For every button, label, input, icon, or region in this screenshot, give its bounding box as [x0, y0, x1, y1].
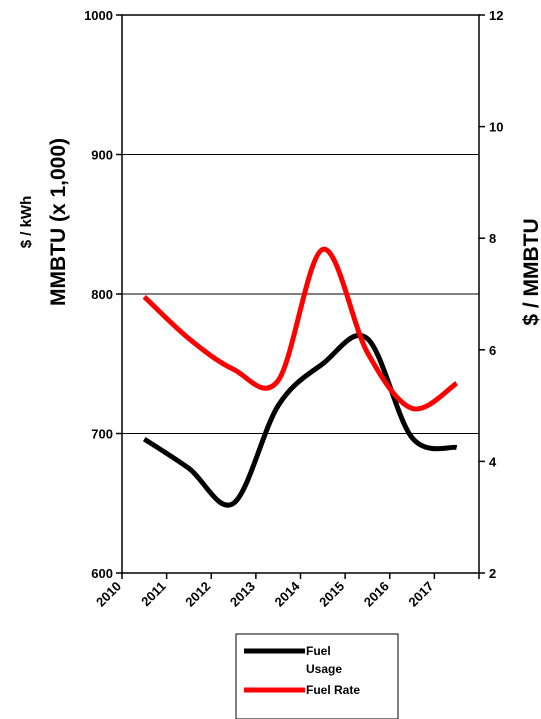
x-axis-tick-label: 2010: [93, 579, 124, 610]
x-axis-tick-label: 2012: [182, 579, 213, 610]
legend-box: [235, 633, 399, 719]
right-axis-tick-label: 4: [489, 454, 497, 469]
left-axis: 600 700 800 900 1000: [84, 8, 122, 581]
left-axis-tick-label: 900: [91, 148, 113, 163]
right-axis-tick-label: 12: [489, 8, 503, 23]
x-axis-tick-label: 2016: [361, 579, 392, 610]
right-axis-tick-label: 2: [489, 566, 496, 581]
legend-label-fuel-rate: Fuel Rate: [306, 683, 360, 697]
right-axis-tick-label: 6: [489, 343, 496, 358]
x-axis-tick-label: 2014: [272, 578, 304, 610]
legend-label-fuel-usage-line1: Fuel: [306, 644, 331, 658]
x-axis-tick-label: 2017: [405, 579, 436, 610]
x-axis-tick-label: 2015: [316, 579, 347, 610]
left-axis-tick-label: 600: [91, 566, 113, 581]
left-axis-tick-label: 700: [91, 427, 113, 442]
series-line-fuel-rate: [142, 246, 459, 412]
left-axis-tick-label: 1000: [84, 8, 113, 23]
left-axis-label-line2: MMBTU (x 1,000): [47, 138, 70, 306]
right-axis-label: $ / MMBTU: [520, 218, 541, 325]
legend-label-fuel-usage-line2: Usage: [306, 662, 342, 676]
gridlines: [122, 154, 479, 434]
x-axis-tick-label: 2013: [227, 579, 258, 610]
right-axis: 2 4 6 8 10 12: [479, 8, 503, 581]
x-axis-tick-label: 2011: [138, 579, 169, 610]
legend: Fuel Usage Fuel Rate: [235, 633, 399, 719]
x-axis: 2010 2011 2012 2013 2014 2015 2016 2017: [93, 573, 480, 610]
series-lines: [142, 246, 459, 508]
left-axis-tick-label: 800: [91, 287, 113, 302]
right-axis-tick-label: 8: [489, 231, 496, 246]
right-axis-tick-label: 10: [489, 120, 503, 135]
left-axis-label-line1: $ / kWh: [18, 196, 35, 249]
series-line-fuel-usage: [142, 333, 458, 508]
